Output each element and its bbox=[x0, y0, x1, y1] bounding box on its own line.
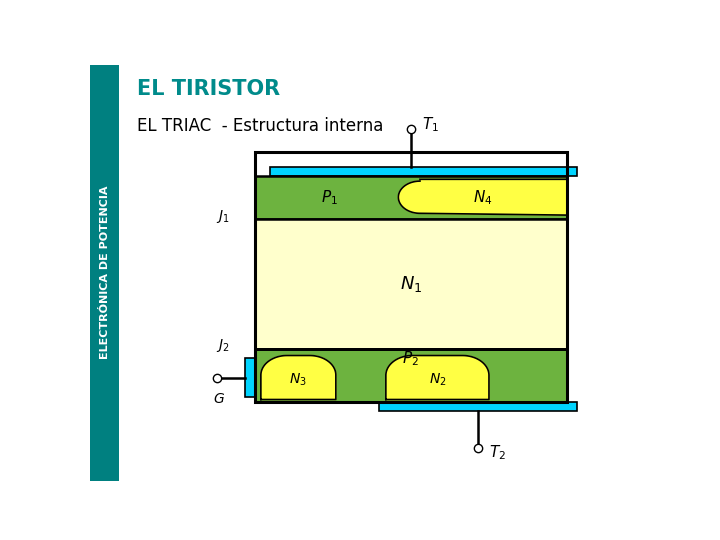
Text: $J_2$: $J_2$ bbox=[216, 338, 230, 354]
Bar bbox=[90, 65, 119, 481]
Bar bbox=[255, 219, 567, 349]
Polygon shape bbox=[398, 179, 567, 215]
Text: $T_2$: $T_2$ bbox=[489, 443, 506, 462]
Text: $N_3$: $N_3$ bbox=[289, 372, 307, 388]
Text: $N_4$: $N_4$ bbox=[473, 188, 492, 207]
Bar bbox=[255, 152, 567, 402]
Text: $N_1$: $N_1$ bbox=[400, 274, 422, 294]
Polygon shape bbox=[261, 355, 336, 400]
Bar bbox=[255, 349, 567, 402]
Polygon shape bbox=[386, 355, 489, 400]
Bar bbox=[245, 358, 255, 397]
Text: $P_1$: $P_1$ bbox=[321, 188, 338, 207]
Bar bbox=[255, 176, 567, 219]
Text: $J_1$: $J_1$ bbox=[216, 208, 230, 225]
Text: $P_2$: $P_2$ bbox=[402, 349, 419, 368]
Text: EL TRIAC  - Estructura interna: EL TRIAC - Estructura interna bbox=[138, 117, 384, 135]
Text: $N_2$: $N_2$ bbox=[428, 372, 446, 388]
Bar bbox=[269, 167, 577, 176]
Bar bbox=[379, 402, 577, 411]
Text: EL TIRISTOR: EL TIRISTOR bbox=[138, 79, 281, 99]
Text: $T_1$: $T_1$ bbox=[422, 116, 439, 134]
Text: $G$: $G$ bbox=[213, 393, 225, 406]
Text: ELECTRÓNICA DE POTENCIA: ELECTRÓNICA DE POTENCIA bbox=[99, 186, 109, 360]
